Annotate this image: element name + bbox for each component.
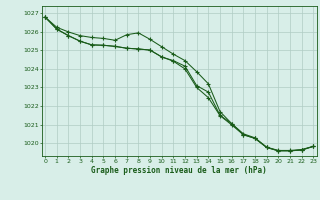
X-axis label: Graphe pression niveau de la mer (hPa): Graphe pression niveau de la mer (hPa) — [91, 166, 267, 175]
